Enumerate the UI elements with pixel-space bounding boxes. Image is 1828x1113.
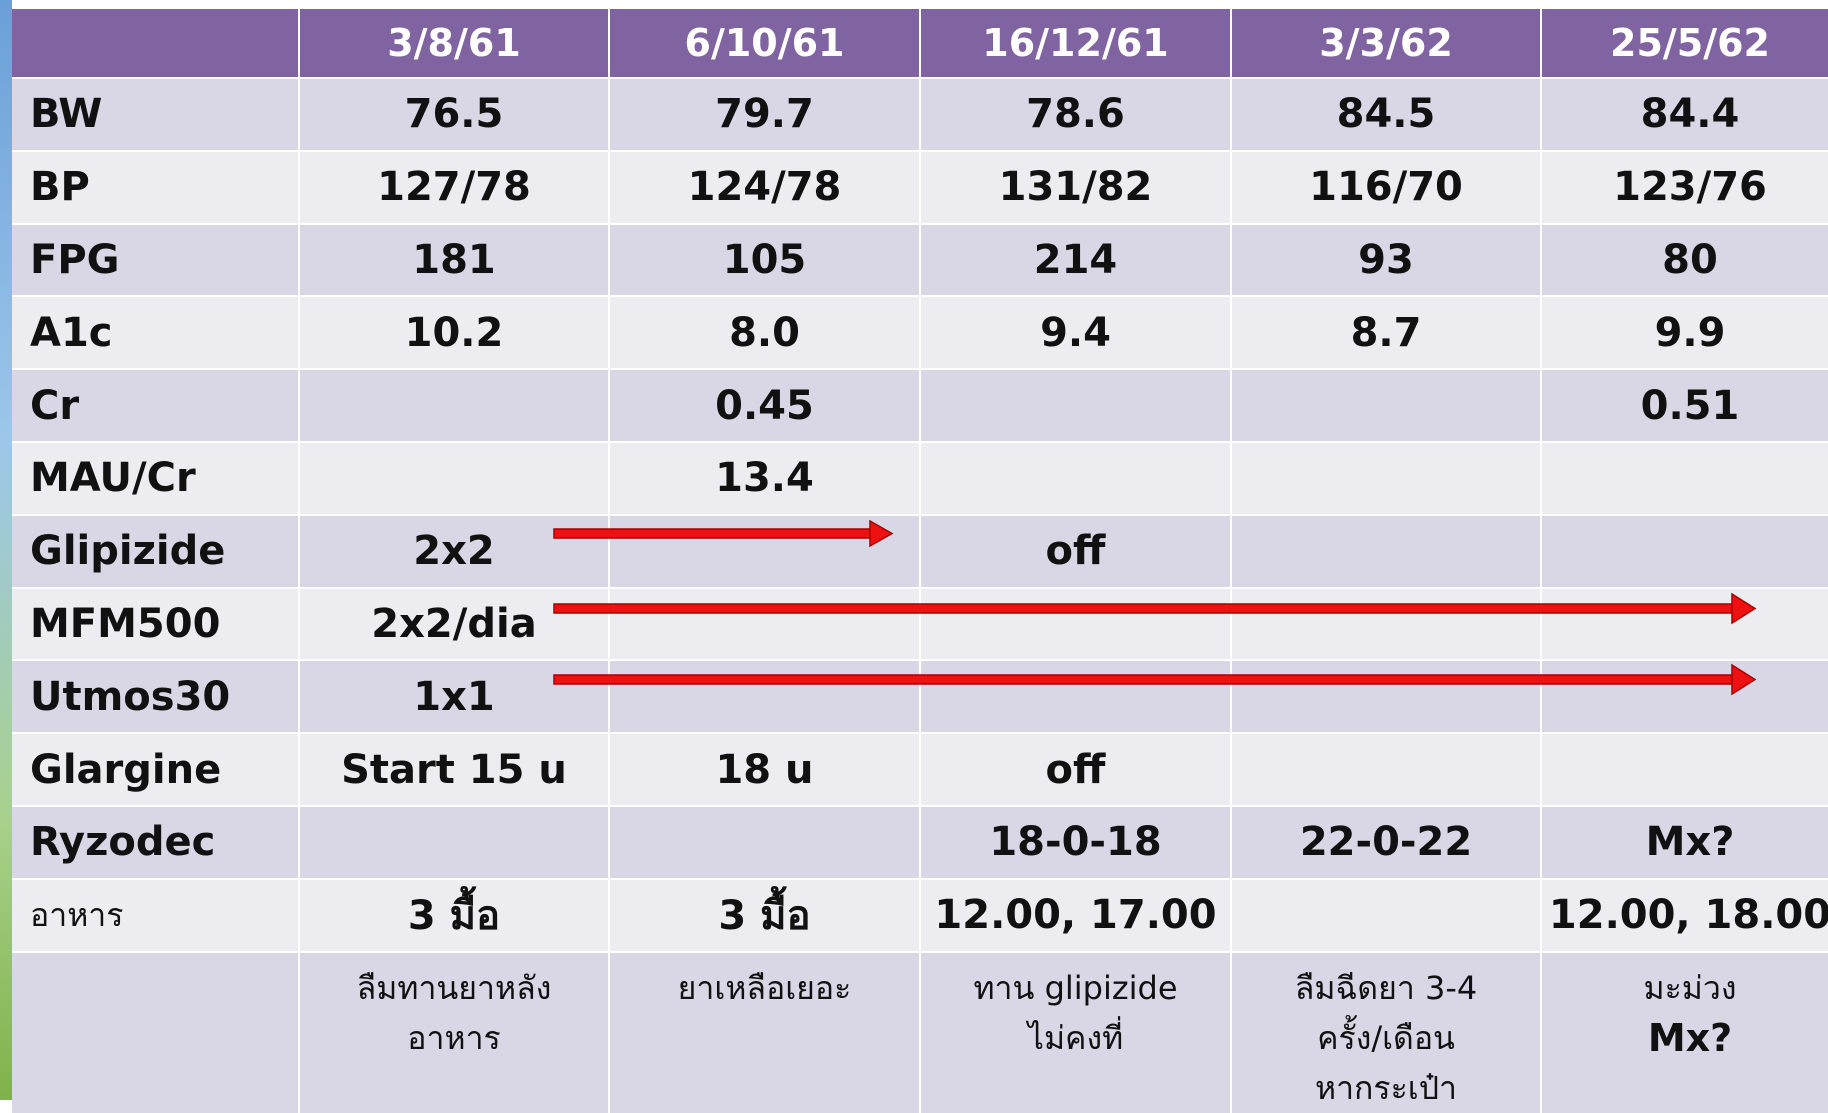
cell: 8.0 bbox=[610, 297, 919, 369]
cell: 80 bbox=[1542, 224, 1828, 296]
cell: 84.5 bbox=[1232, 79, 1540, 150]
cell: 12.00, 18.00 bbox=[1542, 879, 1828, 951]
cell: 131/82 bbox=[921, 151, 1230, 223]
cell: 0.45 bbox=[610, 370, 919, 441]
cell: 10.2 bbox=[300, 297, 608, 369]
cell bbox=[1542, 661, 1828, 733]
cell bbox=[300, 806, 608, 878]
row-label: BW bbox=[12, 79, 298, 150]
cell bbox=[1542, 515, 1828, 587]
cell bbox=[921, 370, 1230, 441]
row-label: A1c bbox=[12, 297, 298, 369]
cell bbox=[610, 806, 919, 878]
cell: 3 มื้อ bbox=[300, 879, 608, 951]
cell bbox=[1232, 734, 1540, 805]
cell bbox=[1232, 442, 1540, 514]
cell bbox=[1232, 588, 1540, 660]
row-label bbox=[12, 952, 298, 1113]
cell bbox=[921, 588, 1230, 660]
cell: 8.7 bbox=[1232, 297, 1540, 369]
cell bbox=[1542, 734, 1828, 805]
cell: 105 bbox=[610, 224, 919, 296]
note-line: อาหาร bbox=[407, 1018, 501, 1057]
cell: 79.7 bbox=[610, 79, 919, 150]
row-label: อาหาร bbox=[12, 879, 298, 951]
cell: Mx? bbox=[1542, 806, 1828, 878]
cell: 84.4 bbox=[1542, 79, 1828, 150]
cell: 93 bbox=[1232, 224, 1540, 296]
note-line: ลืมทานยาหลัง bbox=[356, 968, 552, 1007]
cell: 181 bbox=[300, 224, 608, 296]
note-line: ครั้ง/เดือน bbox=[1317, 1018, 1455, 1057]
cell bbox=[610, 515, 919, 587]
cell bbox=[300, 370, 608, 441]
cell: off bbox=[921, 734, 1230, 805]
cell: 123/76 bbox=[1542, 151, 1828, 223]
cell bbox=[1232, 515, 1540, 587]
cell: off bbox=[921, 515, 1230, 587]
row-label: Glargine bbox=[12, 734, 298, 805]
header-corner bbox=[12, 9, 298, 77]
header-cell: 6/10/61 bbox=[610, 9, 919, 77]
note-line: Mx? bbox=[1647, 1015, 1733, 1060]
row-label: FPG bbox=[12, 224, 298, 296]
note-line: ยาเหลือเยอะ bbox=[677, 968, 852, 1007]
row-label: Cr bbox=[12, 370, 298, 441]
row-label: Ryzodec bbox=[12, 806, 298, 878]
cell bbox=[1232, 879, 1540, 951]
cell: 9.4 bbox=[921, 297, 1230, 369]
cell bbox=[610, 588, 919, 660]
cell: 0.51 bbox=[1542, 370, 1828, 441]
note-cell: ลืมทานยาหลังอาหาร bbox=[300, 952, 608, 1113]
row-label: BP bbox=[12, 151, 298, 223]
row-label: Glipizide bbox=[12, 515, 298, 587]
cell bbox=[1542, 442, 1828, 514]
header-cell: 16/12/61 bbox=[921, 9, 1230, 77]
cell bbox=[921, 442, 1230, 514]
note-line: มะม่วง bbox=[1643, 968, 1737, 1007]
cell: 18-0-18 bbox=[921, 806, 1230, 878]
row-label: Utmos30 bbox=[12, 661, 298, 733]
cell: 124/78 bbox=[610, 151, 919, 223]
cell: Start 15 u bbox=[300, 734, 608, 805]
cell: 1x1 bbox=[300, 661, 608, 733]
cell: 18 u bbox=[610, 734, 919, 805]
note-line: ไม่คงที่ bbox=[1027, 1018, 1124, 1057]
cell bbox=[300, 442, 608, 514]
cell: 78.6 bbox=[921, 79, 1230, 150]
cell bbox=[1542, 588, 1828, 660]
cell: 12.00, 17.00 bbox=[921, 879, 1230, 951]
row-label: MAU/Cr bbox=[12, 442, 298, 514]
cell: 2x2 bbox=[300, 515, 608, 587]
row-label: MFM500 bbox=[12, 588, 298, 660]
cell bbox=[1232, 370, 1540, 441]
slide-background bbox=[0, 0, 12, 1100]
cell: 214 bbox=[921, 224, 1230, 296]
cell bbox=[921, 661, 1230, 733]
cell: 127/78 bbox=[300, 151, 608, 223]
cell: 22-0-22 bbox=[1232, 806, 1540, 878]
cell: 116/70 bbox=[1232, 151, 1540, 223]
cell: 3 มื้อ bbox=[610, 879, 919, 951]
note-line: ลืมฉีดยา 3-4 bbox=[1294, 968, 1478, 1007]
header-cell: 25/5/62 bbox=[1542, 9, 1828, 77]
cell: 9.9 bbox=[1542, 297, 1828, 369]
header-cell: 3/3/62 bbox=[1232, 9, 1540, 77]
cell: 2x2/dia bbox=[300, 588, 608, 660]
cell bbox=[610, 661, 919, 733]
cell bbox=[1232, 661, 1540, 733]
note-line: หากระเป๋า bbox=[1314, 1068, 1458, 1107]
note-cell: ทาน glipizide ไม่คงที่ bbox=[921, 952, 1230, 1113]
cell: 76.5 bbox=[300, 79, 608, 150]
note-cell: ยาเหลือเยอะ bbox=[610, 952, 919, 1113]
note-cell: มะม่วง Mx? bbox=[1542, 952, 1828, 1113]
cell: 13.4 bbox=[610, 442, 919, 514]
note-line: ทาน glipizide bbox=[973, 968, 1178, 1007]
header-cell: 3/8/61 bbox=[300, 9, 608, 77]
table: 3/8/61 6/10/61 16/12/61 3/3/62 25/5/62 BW 76.5… bbox=[12, 9, 1828, 1113]
note-cell: ลืมฉีดยา 3-4 ครั้ง/เดือนหากระเป๋า bbox=[1232, 952, 1540, 1113]
